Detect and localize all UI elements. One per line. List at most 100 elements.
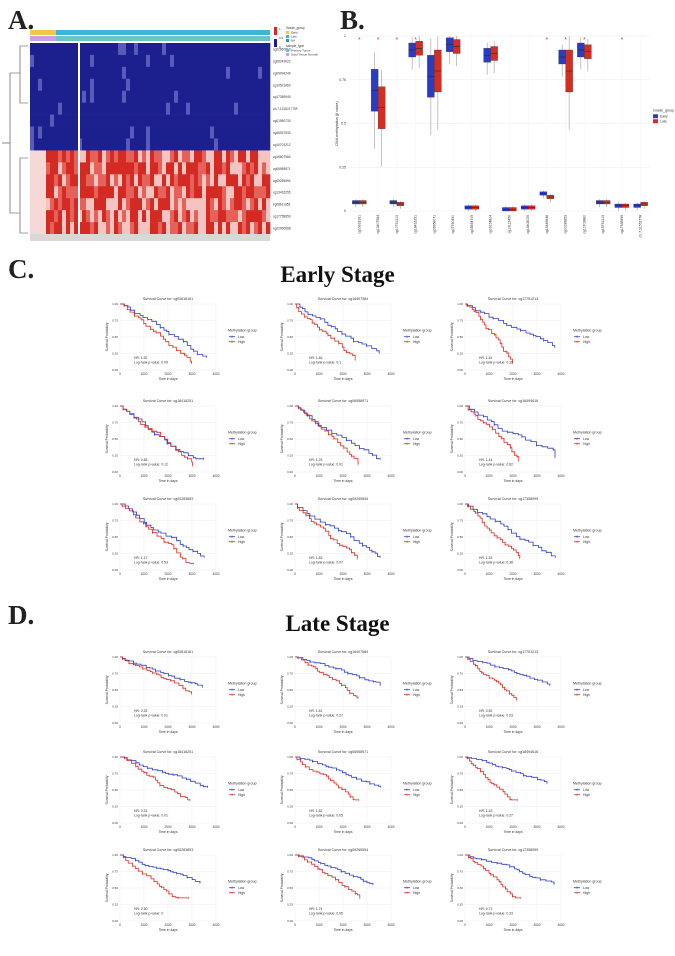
heatmap-cell xyxy=(266,150,271,163)
heatmap-cell xyxy=(134,174,139,187)
heatmap-cell xyxy=(42,174,47,187)
heatmap-cell xyxy=(118,102,123,115)
heatmap-cell xyxy=(190,222,195,235)
heatmap-cell xyxy=(86,126,91,139)
heatmap-cell xyxy=(94,222,99,235)
heatmap-cell xyxy=(130,78,135,92)
logrank-p-label: Log-rank p-value: 0.12 xyxy=(134,463,168,467)
heatmap-cell xyxy=(42,114,47,127)
y-tick-label: 0.00 xyxy=(112,721,118,725)
x-tick-label: 3000 xyxy=(363,825,370,829)
heatmap-cell xyxy=(94,43,99,56)
heatmap-cell xyxy=(162,126,167,139)
heatmap-cell xyxy=(154,174,159,187)
heatmap-cell xyxy=(170,198,175,211)
heatmap-cell xyxy=(146,78,151,92)
heatmap-cell xyxy=(110,66,115,80)
x-tick-label: 2000 xyxy=(339,923,346,927)
heatmap-cell xyxy=(246,150,251,163)
heatmap-cell xyxy=(254,150,259,163)
heatmap-cell xyxy=(242,54,247,68)
x-axis-label: Time in days xyxy=(333,830,352,834)
heatmap-cell xyxy=(34,126,39,139)
x-axis-label: Time in days xyxy=(158,577,177,581)
heatmap-cell xyxy=(86,162,91,175)
heatmap-cell xyxy=(186,186,191,199)
heatmap-cell xyxy=(182,222,187,235)
heatmap-cell xyxy=(42,210,47,223)
heatmap-cell xyxy=(74,102,79,115)
heatmap-cell xyxy=(210,186,215,199)
y-tick-label: 0.75 xyxy=(112,772,118,776)
x-tick-label: 0 xyxy=(119,572,121,576)
heatmap-cell xyxy=(106,138,111,151)
heatmap-cell xyxy=(202,162,207,175)
heatmap-cell xyxy=(50,126,55,139)
heatmap-cell xyxy=(82,54,87,68)
heatmap-cell xyxy=(182,66,187,80)
plot-title: Survival Curve for: cg06958971 xyxy=(318,750,368,754)
heatmap-cell xyxy=(250,102,255,115)
heatmap-cell xyxy=(30,78,35,92)
heatmap-cell xyxy=(202,138,207,151)
heatmap-cell xyxy=(146,198,151,211)
x-axis-label: Time in days xyxy=(333,577,352,581)
heatmap-cell xyxy=(46,114,51,127)
color-scale-tick: 0.5 xyxy=(279,36,284,40)
heatmap-cell xyxy=(262,102,267,115)
heatmap-cell xyxy=(150,126,155,139)
x-tick-label: 1000 xyxy=(315,825,322,829)
heatmap-cell xyxy=(78,138,83,151)
legend-item: Low xyxy=(583,335,590,339)
heatmap-cell xyxy=(34,138,39,151)
y-tick-label: 0.50 xyxy=(287,886,293,890)
heatmap-cell xyxy=(218,54,223,68)
low-methylation-curve xyxy=(465,503,556,557)
heatmap-cell xyxy=(230,43,235,56)
survival-plot: Survival Curve for: cg17358999 0 1000 2000 3… xyxy=(450,497,602,581)
heatmap-cell xyxy=(82,78,87,92)
plot-title: Survival Curve for: cg00618161 xyxy=(143,650,193,654)
heatmap-cell xyxy=(146,114,151,127)
heatmap-cell xyxy=(94,210,99,223)
heatmap-cell xyxy=(114,102,119,115)
heatmap-cell xyxy=(218,66,223,80)
x-tick-label: 0 xyxy=(119,372,121,376)
heatmap-cell xyxy=(114,114,119,127)
heatmap-cell xyxy=(126,222,131,235)
heatmap-cell xyxy=(234,174,239,187)
heatmap-cell xyxy=(210,174,215,187)
heatmap-cell xyxy=(170,222,175,235)
hazard-ratio-label: HR: 1.92 xyxy=(134,356,147,360)
heatmap-cell xyxy=(118,54,123,68)
heatmap-cell xyxy=(86,150,91,163)
y-tick-label: 0.00 xyxy=(287,568,293,572)
heatmap-cell xyxy=(150,174,155,187)
heatmap-cell xyxy=(194,198,199,211)
y-tick-label: 0.00 xyxy=(457,919,463,923)
heatmap-cell xyxy=(106,162,111,175)
heatmap-cell xyxy=(82,114,87,127)
heatmap-cell xyxy=(194,90,199,103)
heatmap-cell xyxy=(202,210,207,223)
heatmap-cell xyxy=(266,210,271,223)
heatmap-cell xyxy=(90,198,95,211)
heatmap-cell xyxy=(178,162,183,175)
legend-item: Low xyxy=(583,437,590,441)
hazard-ratio-label: HR: 1.62 xyxy=(309,809,322,813)
heatmap-row-label: cg10521660 xyxy=(273,83,291,87)
heatmap-cell xyxy=(122,78,127,92)
heatmap-cell xyxy=(214,78,219,92)
heatmap-cell xyxy=(190,210,195,223)
heatmap-cell xyxy=(250,198,255,211)
x-tick-label: ch.7.31552778 xyxy=(639,215,643,238)
heatmap-cell xyxy=(230,126,235,139)
y-tick-label: 0.25 xyxy=(112,552,118,556)
color-scale-tick: 0 xyxy=(279,45,281,49)
heatmap-cell xyxy=(226,114,231,127)
x-axis-label: Time in days xyxy=(503,577,522,581)
y-tick-label: 0 xyxy=(344,209,346,213)
heatmap-cell xyxy=(130,114,135,127)
heatmap-cell xyxy=(50,102,55,115)
y-axis-label: DNA methylation (β value) xyxy=(335,101,339,146)
